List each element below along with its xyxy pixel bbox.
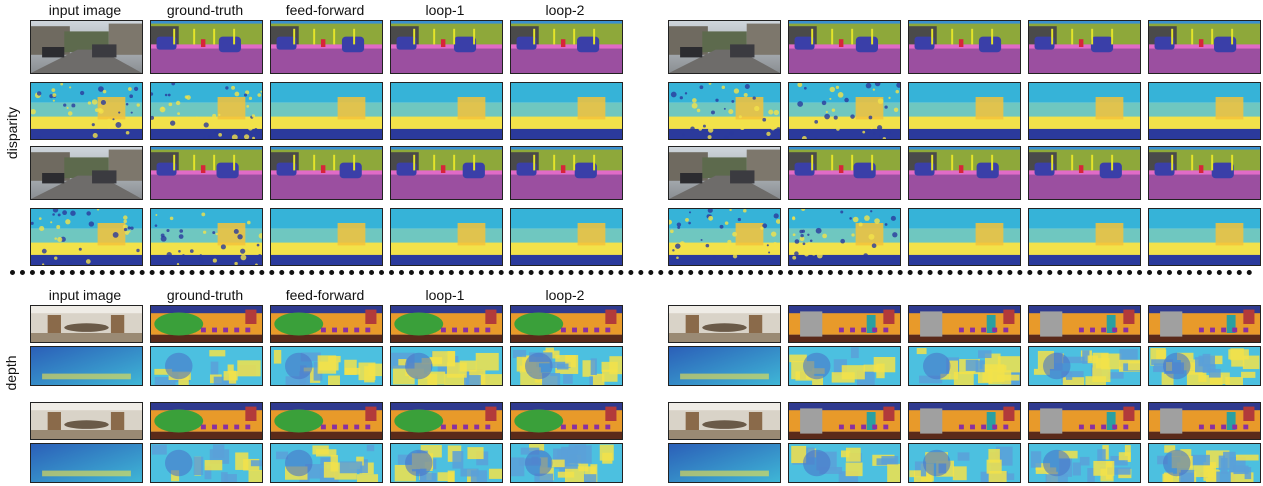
header-depth-ground-truth: ground-truth [166,287,244,303]
header-depth-loop-2: loop-2 [545,287,585,303]
disparity-left-1-feed-forward-segmentation [270,20,383,74]
depth-left-1-feed-forward-depth [270,346,383,386]
disparity-right-1-ground-truth-disparity [788,82,901,140]
depth-right-2-feed-forward-depth [908,443,1021,483]
depth-right-1-ground-truth-segmentation [788,305,901,343]
header-disparity-input: input image [48,2,122,18]
depth-right-2-feed-forward-segmentation [908,402,1021,440]
depth-left-2-feed-forward-depth [270,443,383,483]
depth-right-1-input-image-segmentation [668,305,781,343]
disparity-right-1-loop-1-segmentation [1028,20,1141,74]
depth-right-1-feed-forward-depth [908,346,1021,386]
depth-left-1-ground-truth-depth [150,346,263,386]
disparity-left-1-ground-truth-segmentation [150,20,263,74]
depth-right-2-loop-2-segmentation [1148,402,1261,440]
header-disparity-ground-truth: ground-truth [166,2,244,18]
disparity-right-1-input-image-segmentation [668,20,781,74]
disparity-right-1-loop-2-segmentation [1148,20,1261,74]
depth-left-1-loop-1-segmentation [390,305,503,343]
disparity-left-2-input-image-disparity [30,208,143,266]
disparity-left-2-loop-1-segmentation [390,146,503,200]
disparity-right-2-input-image-segmentation [668,146,781,200]
depth-left-2-loop-1-depth [390,443,503,483]
depth-left-2-input-image-depth [30,443,143,483]
depth-right-1-input-image-depth [668,346,781,386]
depth-left-2-ground-truth-segmentation [150,402,263,440]
header-depth-input: input image [48,287,122,303]
disparity-right-2-ground-truth-disparity [788,208,901,266]
depth-right-1-feed-forward-segmentation [908,305,1021,343]
depth-right-2-input-image-depth [668,443,781,483]
header-depth-loop-1: loop-1 [425,287,465,303]
disparity-left-2-ground-truth-segmentation [150,146,263,200]
depth-left-2-loop-2-depth [510,443,623,483]
depth-left-1-loop-2-segmentation [510,305,623,343]
row-label-disparity: disparity [4,106,20,160]
depth-left-1-ground-truth-segmentation [150,305,263,343]
disparity-left-1-loop-2-disparity [510,82,623,140]
disparity-left-2-ground-truth-disparity [150,208,263,266]
header-disparity-loop-2: loop-2 [545,2,585,18]
disparity-right-2-feed-forward-disparity [908,208,1021,266]
disparity-right-1-loop-1-disparity [1028,82,1141,140]
disparity-left-2-loop-1-disparity [390,208,503,266]
depth-left-2-loop-2-segmentation [510,402,623,440]
disparity-left-1-feed-forward-disparity [270,82,383,140]
depth-left-1-input-image-depth [30,346,143,386]
depth-right-1-ground-truth-depth [788,346,901,386]
disparity-left-1-loop-1-disparity [390,82,503,140]
disparity-left-1-input-image-segmentation [30,20,143,74]
disparity-right-1-ground-truth-segmentation [788,20,901,74]
depth-left-2-input-image-segmentation [30,402,143,440]
disparity-left-2-loop-2-disparity [510,208,623,266]
depth-right-1-loop-1-depth [1028,346,1141,386]
disparity-left-2-loop-2-segmentation [510,146,623,200]
disparity-left-2-feed-forward-disparity [270,208,383,266]
depth-left-1-loop-2-depth [510,346,623,386]
row-label-depth: depth [3,355,19,391]
disparity-right-1-input-image-disparity [668,82,781,140]
depth-left-2-feed-forward-segmentation [270,402,383,440]
depth-left-1-feed-forward-segmentation [270,305,383,343]
section-divider [10,270,1253,275]
depth-right-2-loop-1-depth [1028,443,1141,483]
depth-left-2-ground-truth-depth [150,443,263,483]
disparity-left-1-loop-2-segmentation [510,20,623,74]
depth-left-1-input-image-segmentation [30,305,143,343]
disparity-right-2-loop-2-segmentation [1148,146,1261,200]
header-disparity-feed-forward: feed-forward [285,2,365,18]
header-depth-feed-forward: feed-forward [285,287,365,303]
disparity-right-1-feed-forward-disparity [908,82,1021,140]
depth-right-1-loop-2-segmentation [1148,305,1261,343]
depth-right-2-input-image-segmentation [668,402,781,440]
disparity-left-1-loop-1-segmentation [390,20,503,74]
header-disparity-loop-1: loop-1 [425,2,465,18]
disparity-right-2-feed-forward-segmentation [908,146,1021,200]
disparity-right-2-input-image-disparity [668,208,781,266]
disparity-right-2-ground-truth-segmentation [788,146,901,200]
depth-right-2-loop-1-segmentation [1028,402,1141,440]
depth-right-2-loop-2-depth [1148,443,1261,483]
disparity-left-1-ground-truth-disparity [150,82,263,140]
depth-left-1-loop-1-depth [390,346,503,386]
disparity-left-1-input-image-disparity [30,82,143,140]
disparity-right-2-loop-1-disparity [1028,208,1141,266]
disparity-right-2-loop-2-disparity [1148,208,1261,266]
disparity-right-2-loop-1-segmentation [1028,146,1141,200]
depth-left-2-loop-1-segmentation [390,402,503,440]
disparity-right-1-feed-forward-segmentation [908,20,1021,74]
depth-right-2-ground-truth-segmentation [788,402,901,440]
depth-right-2-ground-truth-depth [788,443,901,483]
depth-right-1-loop-1-segmentation [1028,305,1141,343]
disparity-left-2-input-image-segmentation [30,146,143,200]
disparity-right-1-loop-2-disparity [1148,82,1261,140]
depth-right-1-loop-2-depth [1148,346,1261,386]
disparity-left-2-feed-forward-segmentation [270,146,383,200]
